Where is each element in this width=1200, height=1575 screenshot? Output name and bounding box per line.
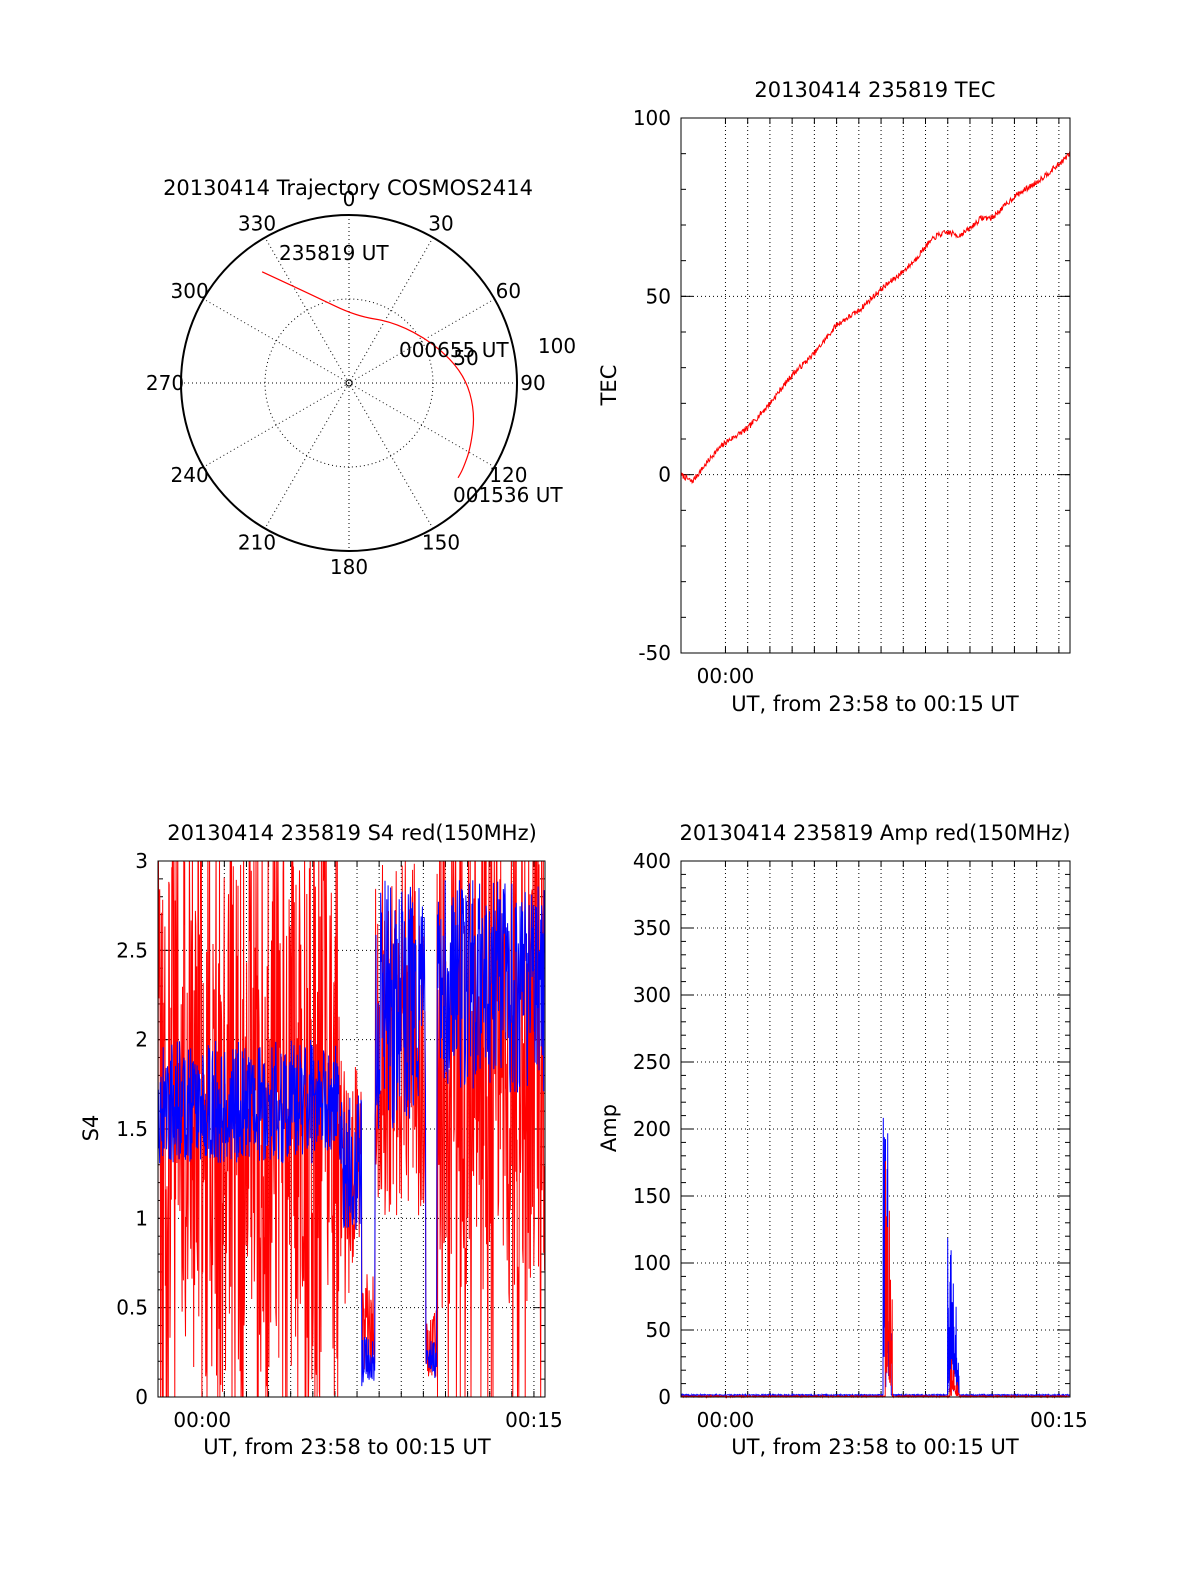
angle-tick-label: 300 xyxy=(171,279,209,303)
s4-blue-series-line xyxy=(158,880,545,1387)
y-tick-label: 300 xyxy=(633,983,671,1007)
y-tick-label: 1.5 xyxy=(116,1117,148,1141)
s4-chart: 20130414 235819 S4 red(150MHz) UT, from … xyxy=(79,821,563,1459)
trajectory-line xyxy=(261,271,475,479)
y-tick-label: 2 xyxy=(135,1028,148,1052)
y-tick-label: 400 xyxy=(633,849,671,873)
x-tick-label: 00:00 xyxy=(697,1408,755,1432)
y-axis-label: TEC xyxy=(597,365,621,407)
y-tick-label: 0.5 xyxy=(116,1296,148,1320)
trajectory-end-label: 001536 UT xyxy=(453,483,563,507)
angle-tick-label: 270 xyxy=(146,371,184,395)
angle-tick-label: 30 xyxy=(428,212,453,236)
x-axis-label: UT, from 23:58 to 00:15 UT xyxy=(203,1435,491,1459)
plot-frame xyxy=(680,860,1071,1398)
tec-chart: 20130414 235819 TEC UT, from 23:58 to 00… xyxy=(597,78,1071,716)
y-tick-label: 0 xyxy=(135,1385,148,1409)
plot-frame xyxy=(157,860,546,1398)
y-tick-label: 50 xyxy=(646,284,671,308)
x-tick-label: 00:15 xyxy=(1030,1408,1088,1432)
y-axis-label: S4 xyxy=(79,1115,103,1142)
chart-title: 20130414 235819 S4 red(150MHz) xyxy=(167,821,537,845)
polar-center-mark xyxy=(345,379,353,387)
amp-red-series-line xyxy=(680,1161,1071,1399)
x-axis-label: UT, from 23:58 to 00:15 UT xyxy=(731,692,1019,716)
angle-tick-label: 180 xyxy=(330,555,368,579)
y-tick-label: 3 xyxy=(135,849,148,873)
angle-tick-label: 150 xyxy=(422,530,460,554)
angle-tick-label: 240 xyxy=(171,463,209,487)
y-tick-label: 350 xyxy=(633,916,671,940)
y-tick-label: 250 xyxy=(633,1050,671,1074)
angular-grid-line xyxy=(264,237,434,529)
trajectory-start-label: 235819 UT xyxy=(279,241,389,265)
amp-blue-series-line xyxy=(680,1117,1071,1398)
y-tick-label: 100 xyxy=(633,106,671,130)
x-axis-label: UT, from 23:58 to 00:15 UT xyxy=(731,1435,1019,1459)
polar-trajectory-chart: 20130414 Trajectory COSMOS2414 0 30 60 90 12… xyxy=(146,176,576,579)
angle-tick-label: 90 xyxy=(520,371,545,395)
angle-tick-label: 60 xyxy=(496,279,521,303)
y-axis-label: Amp xyxy=(597,1104,621,1152)
y-tick-label: 1 xyxy=(135,1206,148,1230)
y-tick-label: 2.5 xyxy=(116,938,148,962)
y-tick-label: 0 xyxy=(658,1385,671,1409)
tec-series-line xyxy=(680,150,1071,485)
y-tick-label: 200 xyxy=(633,1117,671,1141)
chart-title: 20130414 235819 Amp red(150MHz) xyxy=(679,821,1070,845)
y-tick-label: 50 xyxy=(646,1318,671,1342)
chart-title: 20130414 235819 TEC xyxy=(754,78,995,102)
y-tick-label: 100 xyxy=(633,1251,671,1275)
plot-frame xyxy=(680,117,1071,654)
amp-chart: 20130414 235819 Amp red(150MHz) UT, from… xyxy=(597,821,1088,1459)
polar-outer-circle xyxy=(180,214,518,552)
radial-tick-label: 50 xyxy=(453,346,478,370)
angle-tick-label: 0 xyxy=(343,187,356,211)
x-tick-label: 00:00 xyxy=(697,664,755,688)
radial-tick-label: 100 xyxy=(538,334,576,358)
angle-tick-label: 120 xyxy=(489,463,527,487)
angle-tick-label: 210 xyxy=(238,530,276,554)
angle-tick-label: 330 xyxy=(238,212,276,236)
y-tick-label: 0 xyxy=(658,463,671,487)
y-tick-label: -50 xyxy=(638,641,671,665)
x-tick-label: 00:15 xyxy=(505,1408,563,1432)
y-tick-label: 150 xyxy=(633,1184,671,1208)
chart-title: 20130414 Trajectory COSMOS2414 xyxy=(163,176,533,200)
trajectory-mid-label: 000655 UT xyxy=(399,338,509,362)
x-tick-label: 00:00 xyxy=(173,1408,231,1432)
